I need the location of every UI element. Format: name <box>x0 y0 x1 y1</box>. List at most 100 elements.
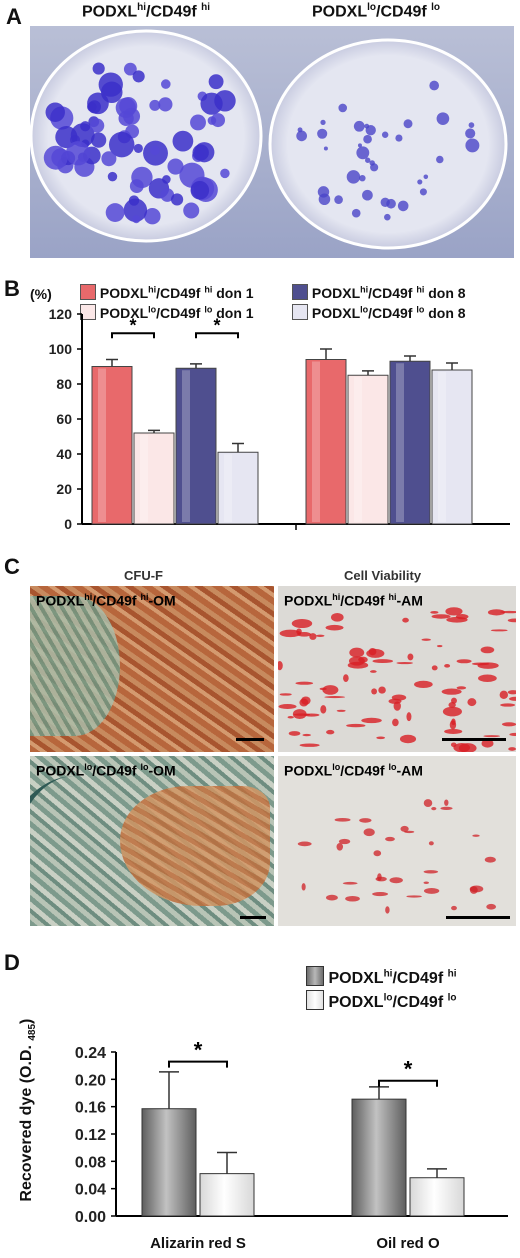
panel-d-chart: 0.00 0.04 0.08 0.12 0.16 0.20 0.24 Alizarin red… <box>75 1038 508 1252</box>
x-category-label: Alizarin red S <box>150 1235 246 1252</box>
droplet <box>407 653 414 661</box>
colony <box>45 102 65 122</box>
right-dish-colonies <box>296 80 480 221</box>
droplet <box>428 841 434 846</box>
droplet <box>295 681 314 685</box>
droplet <box>480 646 495 654</box>
bar <box>409 1177 465 1217</box>
colony <box>359 174 366 182</box>
droplet <box>456 686 467 690</box>
droplet <box>507 618 516 623</box>
colony <box>362 189 373 201</box>
colony <box>128 195 140 206</box>
colony <box>380 197 390 207</box>
droplet <box>431 614 451 619</box>
colony <box>356 146 370 160</box>
colony <box>170 193 184 206</box>
legend-swatch <box>80 284 96 300</box>
droplet <box>400 825 409 832</box>
droplet <box>446 616 468 623</box>
colony <box>403 119 413 129</box>
droplet <box>423 870 439 874</box>
colony <box>363 134 372 144</box>
droplet <box>423 799 433 807</box>
bar-highlight <box>140 435 148 522</box>
droplet <box>500 703 516 707</box>
colony <box>133 143 143 153</box>
y-tick-label: 20 <box>56 481 72 497</box>
legend-item-hi-don1: PODXLhi/CD49f hi don 1 <box>80 284 254 301</box>
droplet <box>507 690 516 695</box>
droplet <box>444 728 463 734</box>
colony <box>346 170 361 184</box>
lipid-droplets <box>278 607 516 752</box>
droplet <box>278 660 283 671</box>
colony <box>220 168 230 179</box>
colony <box>417 179 423 185</box>
significance-star: * <box>129 315 136 335</box>
colony <box>208 74 224 90</box>
y-tick-label: 0.04 <box>75 1182 106 1199</box>
colony <box>296 130 308 142</box>
significance-star: * <box>404 1057 413 1082</box>
droplet <box>345 895 360 902</box>
panel-c-col1-title: CFU-F <box>124 568 163 583</box>
green-region <box>30 596 120 736</box>
droplet <box>451 905 457 911</box>
droplet <box>361 717 382 724</box>
bar-highlight <box>98 368 106 522</box>
droplet <box>334 817 351 822</box>
droplet <box>303 713 320 717</box>
bar <box>133 432 175 525</box>
droplet <box>369 670 377 673</box>
bar-highlight <box>438 372 446 522</box>
colony <box>423 174 429 180</box>
droplet <box>299 743 320 747</box>
droplet <box>469 885 484 893</box>
significance-star: * <box>194 1038 203 1063</box>
droplet <box>378 686 386 694</box>
colony <box>123 198 148 222</box>
colony <box>323 146 328 151</box>
droplet <box>346 723 366 728</box>
droplet <box>448 702 456 708</box>
colony <box>70 123 95 148</box>
legend-item-hi-don8: PODXLhi/CD49f hi don 8 <box>292 284 466 301</box>
droplet <box>472 834 480 837</box>
colony <box>211 113 226 128</box>
legend-swatch <box>292 304 308 320</box>
bar <box>431 369 473 525</box>
bar <box>91 366 133 525</box>
droplet <box>373 850 382 857</box>
colony <box>105 203 125 222</box>
colony <box>190 180 210 200</box>
bar <box>305 359 347 525</box>
scale-bar <box>446 916 510 919</box>
y-tick-label: 0.00 <box>75 1209 106 1226</box>
y-tick-label: 40 <box>56 446 72 462</box>
legend-swatch <box>306 990 324 1010</box>
legend-swatch <box>292 284 308 300</box>
y-tick-label: 0.20 <box>75 1072 106 1089</box>
droplet <box>330 613 344 622</box>
legend-item-lo-don8: PODXLlo/CD49f lo don 8 <box>292 304 466 321</box>
droplet <box>509 696 516 701</box>
droplet <box>288 731 301 736</box>
droplet <box>471 662 490 666</box>
y-tick-label: 120 <box>49 306 73 322</box>
bar-highlight <box>354 377 362 522</box>
droplet <box>376 736 386 740</box>
droplet <box>342 881 358 885</box>
colony <box>167 158 184 175</box>
droplet <box>363 828 375 837</box>
dark-edge <box>30 776 150 926</box>
lipid-droplets <box>297 799 497 914</box>
colony <box>132 215 141 224</box>
droplet <box>481 739 494 748</box>
colony <box>91 132 107 148</box>
colony <box>318 193 331 206</box>
bar <box>351 1098 407 1217</box>
micrograph-hi-am: PODXLhi/CD49f hi-AM <box>278 586 516 752</box>
scale-bar <box>240 916 266 919</box>
micrograph-label: PODXLlo/CD49f lo-OM <box>36 762 176 779</box>
